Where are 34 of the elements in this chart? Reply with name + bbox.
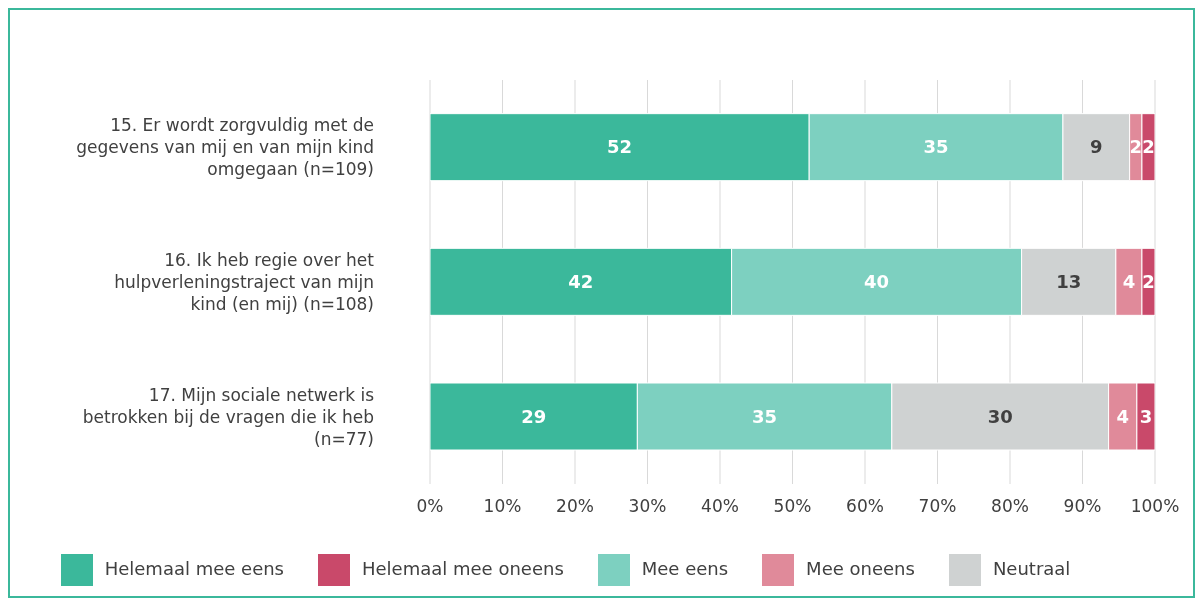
- data-label: 4: [1122, 271, 1136, 293]
- legend-label: Helemaal mee eens: [104, 558, 284, 579]
- data-label: 29: [521, 405, 547, 427]
- data-label: 40: [864, 271, 890, 293]
- y-tick-label: 15. Er wordt zorgvuldig met de gegevens van mij en van mijn kind omgegaan (n=109): [76, 115, 374, 180]
- data-label: 9: [1090, 136, 1103, 158]
- data-label: 3: [1139, 405, 1153, 427]
- x-tick-label: 20%: [556, 496, 594, 517]
- data-label: 13: [1056, 271, 1082, 293]
- data-label: 42: [568, 271, 594, 293]
- data-label: 2: [1129, 136, 1143, 158]
- legend-label: Neutraal: [992, 558, 1071, 579]
- data-label: 35: [923, 136, 949, 158]
- x-tick-label: 50%: [773, 496, 812, 517]
- x-tick-label: 100%: [1130, 496, 1180, 517]
- x-tick-label: 70%: [918, 496, 957, 517]
- x-tick-label: 10%: [483, 496, 522, 517]
- x-tick-label: 40%: [701, 496, 739, 517]
- data-label: 4: [1116, 405, 1129, 427]
- y-tick-label: 17. Mijn sociale netwerk is betrokken bij de vragen die ik heb (n=77): [82, 384, 375, 449]
- data-label: 35: [752, 405, 778, 427]
- x-tick-label: 30%: [628, 496, 667, 517]
- x-tick-label: 90%: [1063, 496, 1102, 517]
- data-label: 2: [1142, 136, 1155, 158]
- y-tick-label: 16. Ik heb regie over het hulpverleningstraject van mijn kind (en mij) (n=108): [114, 249, 375, 314]
- data-label: 2: [1142, 271, 1155, 293]
- legend-label: Mee oneens: [806, 558, 915, 579]
- legend-label: Helemaal mee oneens: [362, 558, 564, 579]
- data-label: 52: [607, 136, 633, 158]
- x-tick-label: 80%: [991, 496, 1029, 517]
- data-label: 30: [987, 405, 1013, 427]
- x-tick-label: 60%: [846, 496, 884, 517]
- legend-label: Mee eens: [641, 558, 729, 579]
- x-tick-label: 0%: [416, 496, 444, 517]
